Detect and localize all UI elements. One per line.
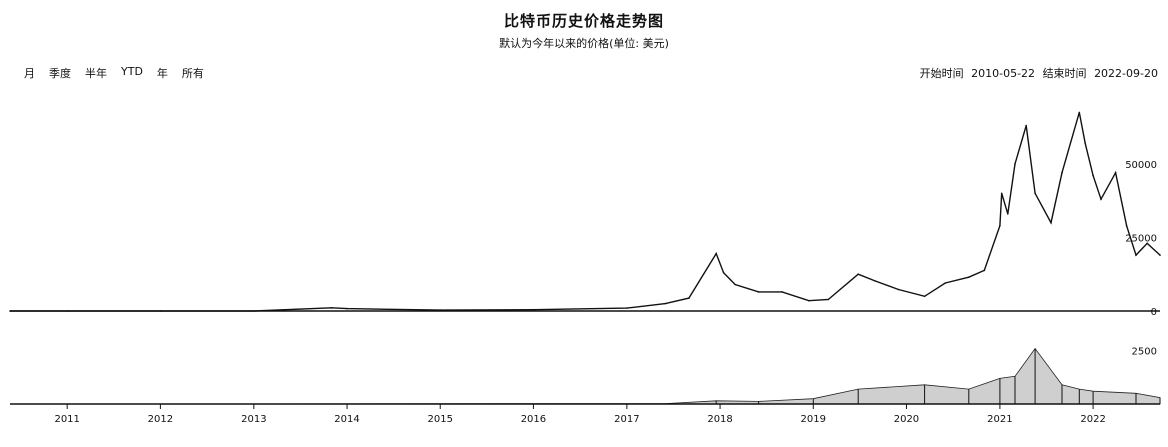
range-all-button[interactable]: 所有 bbox=[181, 67, 204, 80]
range-quarter-button[interactable]: 季度 bbox=[49, 67, 71, 80]
price-point bbox=[722, 271, 725, 274]
price-ytick-label: 50000 bbox=[1125, 160, 1157, 171]
price-point bbox=[346, 307, 348, 310]
x-axis: 2011 2012 2013 2014 2015 2016 2017 2018 2019 2020… bbox=[10, 310, 1160, 425]
price-point bbox=[1114, 171, 1117, 174]
range-selector: 月 季度 半年 YTD 年 所有 bbox=[24, 65, 218, 81]
x-tick-label: 2019 bbox=[801, 414, 826, 425]
price-point bbox=[874, 280, 877, 282]
price-plot bbox=[9, 111, 1161, 312]
x-tick-label: 2017 bbox=[614, 414, 639, 425]
chart-title: 比特币历史价格走势图 bbox=[503, 12, 664, 30]
price-point bbox=[1084, 142, 1086, 145]
start-label: 开始时间 bbox=[919, 67, 964, 80]
price-point bbox=[1014, 163, 1016, 165]
range-year-button[interactable]: 年 bbox=[156, 67, 168, 80]
price-point bbox=[1061, 171, 1063, 174]
price-point bbox=[1078, 111, 1081, 114]
x-tick-label: 2018 bbox=[707, 414, 732, 425]
price-line bbox=[10, 112, 1161, 312]
x-tick-label: 2011 bbox=[54, 414, 79, 425]
price-point bbox=[330, 307, 333, 309]
price-point bbox=[734, 283, 736, 286]
price-point bbox=[1100, 198, 1102, 200]
chart-subtitle: 默认为今年以来的价格(单位: 美元) bbox=[499, 37, 669, 50]
x-tick-label: 2016 bbox=[521, 414, 546, 425]
price-point bbox=[688, 297, 690, 299]
price-point bbox=[1146, 242, 1148, 245]
price-point bbox=[1034, 192, 1036, 195]
y-axis: 50000 25000 0 2500 bbox=[1125, 160, 1157, 358]
end-date-input[interactable]: 2022-09-20 bbox=[1094, 67, 1158, 80]
price-point bbox=[923, 295, 926, 298]
x-tick-label: 2014 bbox=[334, 414, 359, 425]
price-point bbox=[827, 298, 830, 301]
price-point bbox=[1159, 254, 1161, 256]
price-point bbox=[532, 308, 535, 311]
date-range: 开始时间 2010-05-22 结束时间 2022-09-20 bbox=[916, 65, 1158, 81]
x-tick-label: 2020 bbox=[894, 414, 919, 425]
price-point bbox=[757, 291, 760, 293]
price-point bbox=[1000, 192, 1003, 195]
price-point bbox=[808, 299, 810, 302]
x-tick-label: 2013 bbox=[241, 414, 266, 425]
price-point bbox=[1125, 224, 1128, 227]
price-point bbox=[626, 307, 628, 309]
x-tick-label: 2015 bbox=[428, 414, 453, 425]
price-point bbox=[1050, 221, 1052, 224]
price-point bbox=[983, 269, 986, 272]
price-point bbox=[944, 282, 947, 284]
x-tick-label: 2022 bbox=[1080, 414, 1105, 425]
price-ytick-label: 0 bbox=[1151, 307, 1157, 318]
price-point bbox=[1025, 124, 1027, 127]
x-tick-label: 2021 bbox=[987, 414, 1012, 425]
x-tick-label: 2012 bbox=[148, 414, 173, 425]
start-date-input[interactable]: 2010-05-22 bbox=[971, 67, 1036, 80]
price-point bbox=[999, 224, 1001, 227]
price-point bbox=[968, 276, 970, 279]
price-point bbox=[1092, 174, 1094, 177]
range-halfyear-button[interactable]: 半年 bbox=[85, 67, 107, 80]
volume-plot bbox=[9, 347, 1161, 405]
volume-ytick-label: 2500 bbox=[1132, 347, 1157, 358]
price-point bbox=[715, 252, 717, 255]
price-point bbox=[1007, 213, 1009, 215]
price-point bbox=[897, 288, 900, 291]
price-point bbox=[1135, 254, 1137, 256]
price-point bbox=[664, 302, 667, 305]
price-point bbox=[781, 291, 783, 293]
volume-area bbox=[9, 347, 1161, 405]
end-label: 结束时间 bbox=[1042, 67, 1087, 80]
range-month-button[interactable]: 月 bbox=[24, 67, 35, 80]
price-point bbox=[857, 273, 859, 276]
range-ytd-button[interactable]: YTD bbox=[121, 65, 143, 78]
price-ytick-label: 25000 bbox=[1125, 233, 1157, 244]
